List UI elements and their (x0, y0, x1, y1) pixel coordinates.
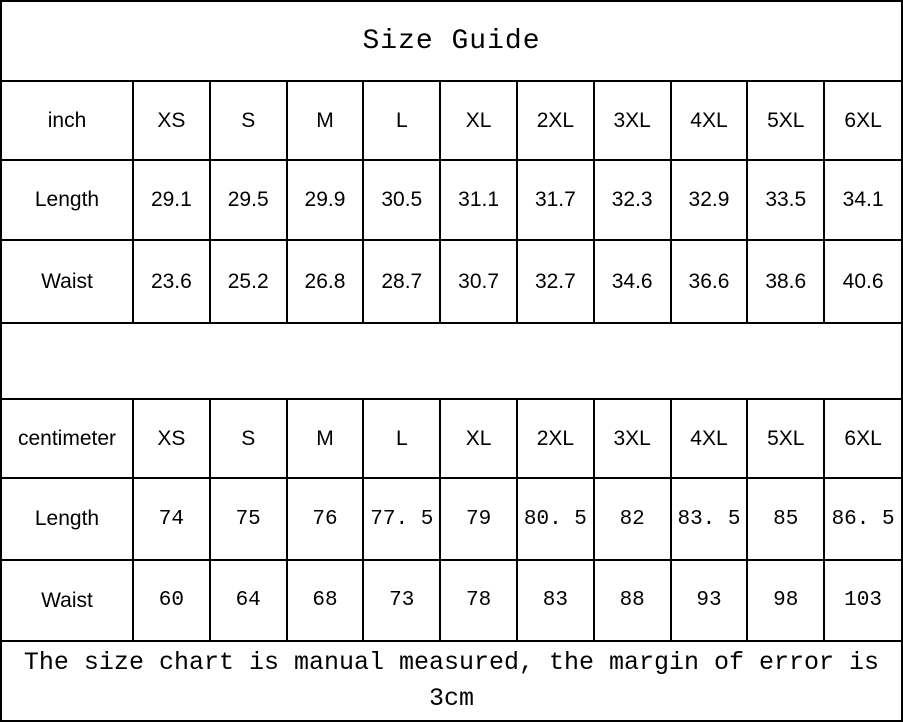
measurement-cell: 28.7 (362, 239, 442, 323)
size-col-header: 2XL (515, 81, 595, 161)
size-col-header: XL (439, 399, 518, 479)
row-label: Waist (2, 559, 134, 641)
measurement-cell: 93 (669, 559, 749, 641)
size-col-header: S (208, 399, 288, 479)
measurement-cell: 75 (208, 477, 288, 561)
table-header-row: inch XS S M L XL 2XL 3XL 4XL 5XL 6XL (2, 81, 901, 161)
measurement-cell: 29.1 (132, 159, 211, 241)
measurement-cell: 80. 5 (515, 477, 595, 561)
size-col-header: XS (132, 399, 211, 479)
row-label: Waist (2, 239, 134, 323)
title-bar: Size Guide (2, 2, 901, 82)
measurement-cell: 83 (515, 559, 595, 641)
measurement-cell: 23.6 (132, 239, 211, 323)
measurement-cell: 74 (132, 477, 211, 561)
measurement-cell: 34.1 (823, 159, 901, 241)
measurement-cell: 38.6 (746, 239, 826, 323)
measurement-cell: 86. 5 (823, 477, 901, 561)
measurement-cell: 32.9 (669, 159, 749, 241)
centimeter-size-table: centimeter XS S M L XL 2XL 3XL 4XL 5XL 6… (2, 399, 901, 641)
size-col-header: 4XL (669, 399, 749, 479)
measurement-cell: 32.7 (515, 239, 595, 323)
measurement-cell: 103 (823, 559, 901, 641)
measurement-cell: 32.3 (592, 159, 672, 241)
table-spacer (2, 322, 901, 400)
size-col-header: 3XL (592, 81, 672, 161)
table-row-length-cm: Length 74 75 76 77. 5 79 80. 5 82 83. 5 … (2, 477, 901, 561)
size-col-header: M (285, 399, 365, 479)
measurement-cell: 77. 5 (362, 477, 442, 561)
table-row-waist-cm: Waist 60 64 68 73 78 83 88 93 98 103 (2, 559, 901, 641)
measurement-cell: 64 (208, 559, 288, 641)
measurement-cell: 30.5 (362, 159, 442, 241)
size-col-header: 3XL (592, 399, 672, 479)
row-label: Length (2, 477, 134, 561)
measurement-cell: 36.6 (669, 239, 749, 323)
measurement-cell: 29.5 (208, 159, 288, 241)
measurement-cell: 31.7 (515, 159, 595, 241)
unit-label-inch: inch (2, 81, 134, 161)
size-col-header: S (208, 81, 288, 161)
measurement-cell: 40.6 (823, 239, 901, 323)
size-col-header: 4XL (669, 81, 749, 161)
measurement-cell: 30.7 (439, 239, 518, 323)
page-title: Size Guide (362, 25, 541, 57)
measurement-cell: 31.1 (439, 159, 518, 241)
size-col-header: M (285, 81, 365, 161)
measurement-cell: 83. 5 (669, 477, 749, 561)
row-label: Length (2, 159, 134, 241)
measurement-cell: 98 (746, 559, 826, 641)
size-col-header: XL (439, 81, 518, 161)
measurement-cell: 78 (439, 559, 518, 641)
inch-size-table: inch XS S M L XL 2XL 3XL 4XL 5XL 6XL Len… (2, 81, 901, 323)
measurement-cell: 76 (285, 477, 365, 561)
measurement-cell: 25.2 (208, 239, 288, 323)
size-col-header: L (362, 81, 442, 161)
table-row-length-inch: Length 29.1 29.5 29.9 30.5 31.1 31.7 32.… (2, 159, 901, 241)
size-col-header: 6XL (823, 81, 901, 161)
measurement-cell: 79 (439, 477, 518, 561)
table-row-waist-inch: Waist 23.6 25.2 26.8 28.7 30.7 32.7 34.6… (2, 239, 901, 323)
size-col-header: 2XL (515, 399, 595, 479)
measurement-cell: 60 (132, 559, 211, 641)
unit-label-centimeter: centimeter (2, 399, 134, 479)
size-col-header: 6XL (823, 399, 901, 479)
size-col-header: 5XL (746, 81, 826, 161)
measurement-cell: 26.8 (285, 239, 365, 323)
measurement-cell: 34.6 (592, 239, 672, 323)
measurement-disclaimer: The size chart is manual measured, the m… (2, 640, 901, 720)
measurement-cell: 29.9 (285, 159, 365, 241)
size-col-header: L (362, 399, 442, 479)
disclaimer-text: The size chart is manual measured, the m… (23, 647, 880, 713)
measurement-cell: 33.5 (746, 159, 826, 241)
measurement-cell: 88 (592, 559, 672, 641)
measurement-cell: 82 (592, 477, 672, 561)
size-col-header: XS (132, 81, 211, 161)
table-header-row: centimeter XS S M L XL 2XL 3XL 4XL 5XL 6… (2, 399, 901, 479)
size-col-header: 5XL (746, 399, 826, 479)
measurement-cell: 85 (746, 477, 826, 561)
measurement-cell: 73 (362, 559, 442, 641)
measurement-cell: 68 (285, 559, 365, 641)
